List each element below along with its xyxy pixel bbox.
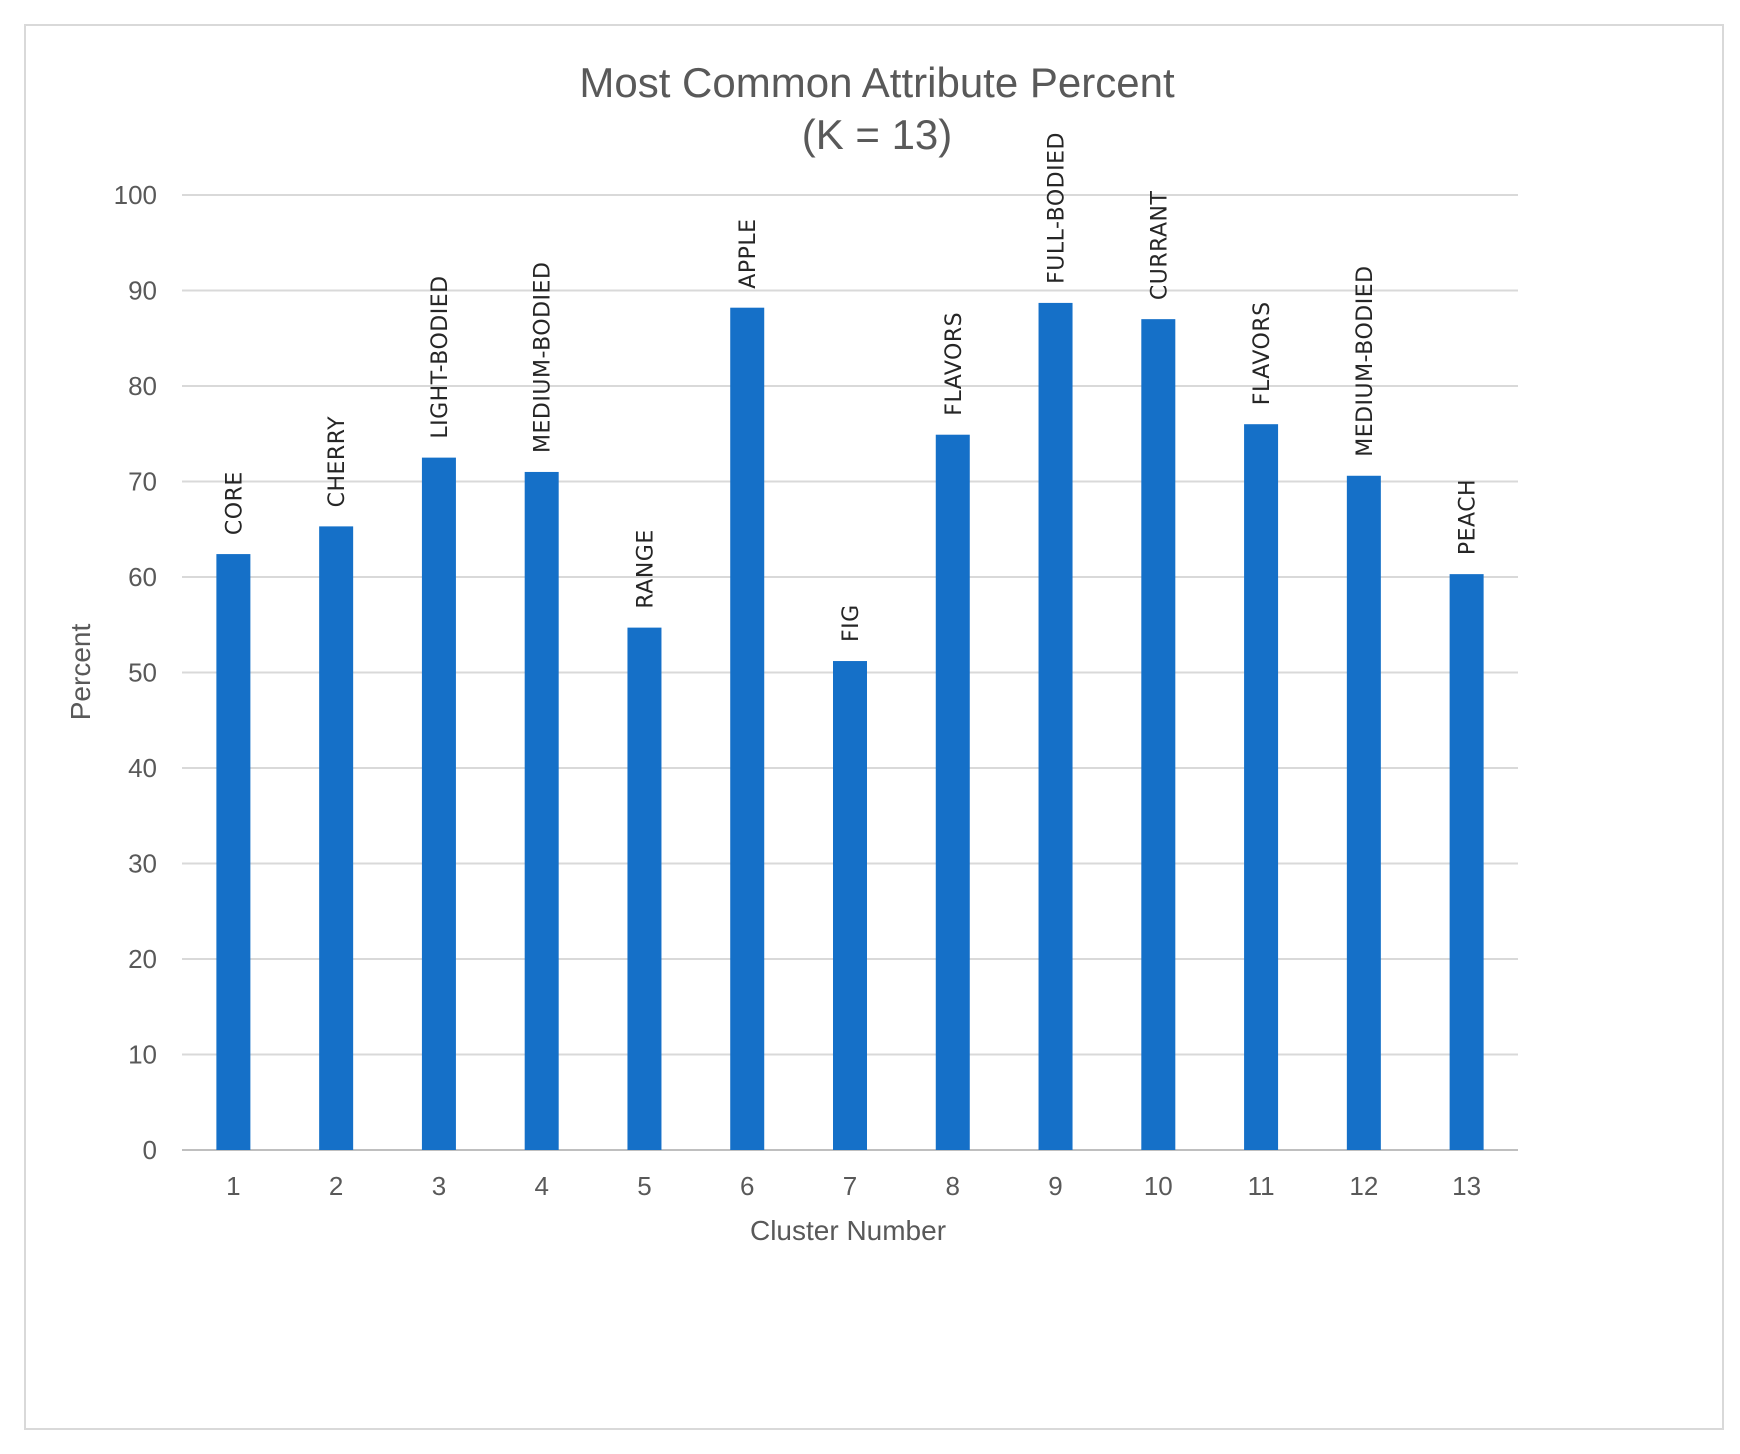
bar: [1244, 424, 1279, 1150]
x-axis-title: Cluster Number: [750, 1215, 946, 1246]
bar: [216, 554, 251, 1150]
x-tick-label: 3: [432, 1171, 446, 1201]
bar-data-label: MEDIUM-BODIED: [1353, 265, 1378, 456]
bar: [1038, 302, 1073, 1150]
chart-subtitle: (K = 13): [802, 111, 953, 158]
x-tick-label: 4: [534, 1171, 548, 1201]
bar: [935, 434, 970, 1151]
y-tick-label: 60: [128, 562, 157, 592]
y-tick-label: 70: [128, 467, 157, 497]
x-tick-label: 10: [1144, 1171, 1173, 1201]
bar-data-label: CURRANT: [1147, 190, 1172, 300]
bar-data-label: FULL-BODIED: [1045, 132, 1070, 284]
bar: [730, 307, 765, 1150]
bar: [421, 457, 456, 1150]
bar-data-label: FIG: [839, 604, 864, 642]
bar-data-label: MEDIUM-BODIED: [531, 262, 556, 453]
bar: [1141, 319, 1176, 1150]
bar: [524, 471, 559, 1150]
bar-data-label: PEACH: [1456, 479, 1481, 555]
x-tick-label: 1: [226, 1171, 240, 1201]
bar-data-label: FLAVORS: [1250, 301, 1275, 405]
bar: [1346, 475, 1381, 1150]
x-tick-label: 11: [1248, 1171, 1275, 1201]
bar-data-label: APPLE: [736, 218, 761, 288]
x-tick-label: 13: [1452, 1171, 1481, 1201]
y-tick-label: 30: [128, 849, 157, 879]
bar-data-label: RANGE: [633, 529, 658, 608]
x-tick-labels: 1 2 3 4 5 6 7 8 9 10 11 12 13: [226, 1171, 1481, 1201]
y-axis-title: Percent: [65, 624, 96, 721]
bar-data-labels: CORE CHERRY LIGHT-BODIED MEDIUM-BODIED RANGE…: [222, 132, 1480, 642]
chart-title: Most Common Attribute Percent: [579, 59, 1175, 106]
x-tick-label: 9: [1048, 1171, 1062, 1201]
x-tick-label: 5: [637, 1171, 651, 1201]
y-tick-label: 40: [128, 753, 157, 783]
x-tick-label: 8: [946, 1171, 960, 1201]
x-tick-label: 6: [740, 1171, 754, 1201]
x-tick-label: 7: [843, 1171, 857, 1201]
y-tick-label: 20: [128, 944, 157, 974]
bar-data-label: CORE: [222, 471, 247, 535]
y-tick-label: 0: [143, 1135, 157, 1165]
y-tick-label: 50: [128, 658, 157, 688]
bar-chart: Most Common Attribute Percent (K = 13) 0…: [65, 59, 1518, 1246]
bar-data-label: CHERRY: [325, 416, 350, 507]
y-tick-label: 90: [128, 276, 157, 306]
x-tick-label: 12: [1349, 1171, 1378, 1201]
bars: [216, 302, 1484, 1151]
y-tick-label: 80: [128, 371, 157, 401]
y-tick-labels: 0 10 20 30 40 50 60 70 80 90 100: [114, 180, 157, 1165]
bar: [1449, 574, 1484, 1150]
bar-data-label: LIGHT-BODIED: [428, 275, 453, 438]
y-tick-label: 100: [114, 180, 157, 210]
y-tick-label: 10: [128, 1040, 157, 1070]
bar: [627, 627, 662, 1150]
bar: [319, 526, 354, 1150]
bar: [833, 661, 867, 1150]
x-tick-label: 2: [329, 1171, 343, 1201]
bar-data-label: FLAVORS: [942, 312, 967, 416]
chart-frame: Most Common Attribute Percent (K = 13) 0…: [24, 24, 1724, 1430]
